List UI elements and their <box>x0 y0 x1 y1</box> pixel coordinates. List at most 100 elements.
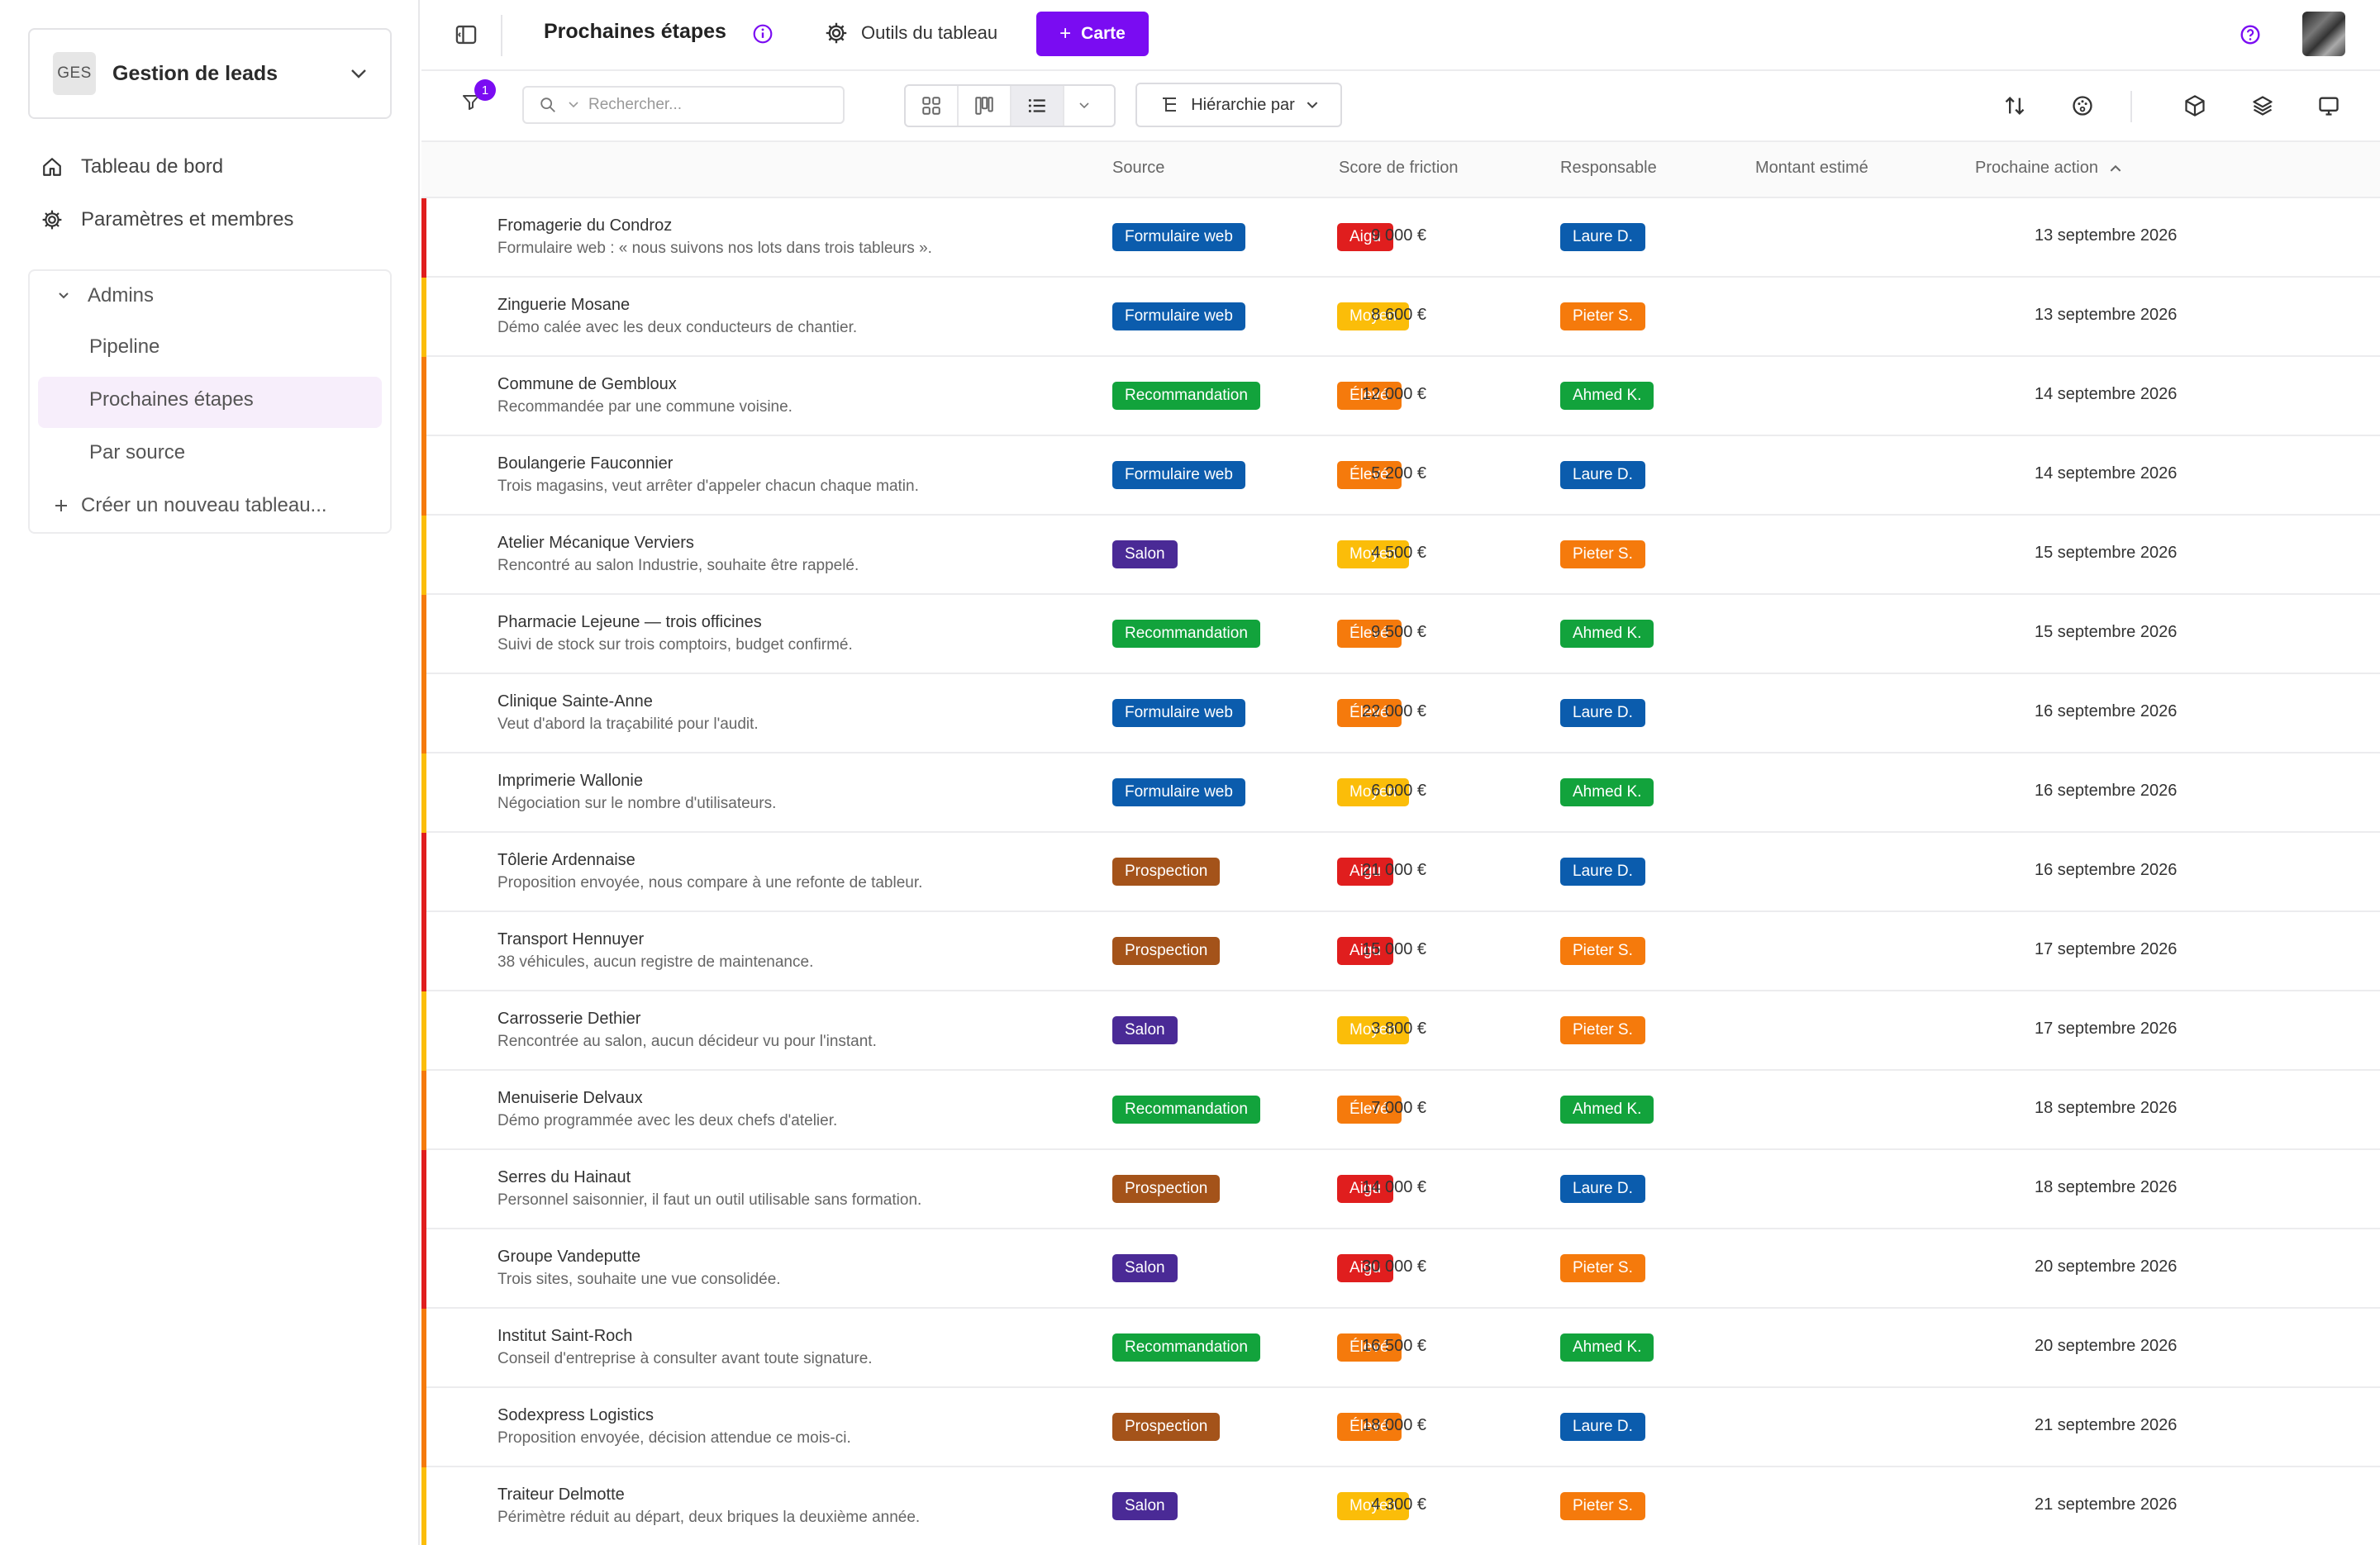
source-tag[interactable]: Formulaire web <box>1112 223 1245 251</box>
friction-tag[interactable]: Élevé <box>1337 1413 1402 1441</box>
friction-tag[interactable]: Moyen <box>1337 302 1410 330</box>
source-tag[interactable]: Recommandation <box>1112 1096 1260 1124</box>
source-tag[interactable]: Prospection <box>1112 858 1221 886</box>
owner-tag[interactable]: Ahmed K. <box>1560 1096 1654 1124</box>
table-row[interactable]: Groupe Vandeputte Trois sites, souhaite u… <box>421 1229 2380 1309</box>
friction-tag[interactable]: Élevé <box>1337 382 1402 410</box>
owner-tag[interactable]: Pieter S. <box>1560 1254 1645 1282</box>
table-row[interactable]: Sodexpress Logistics Proposition envoyée,… <box>421 1388 2380 1467</box>
lead-name[interactable]: Boulangerie Fauconnier <box>497 454 674 473</box>
friction-tag[interactable]: Élevé <box>1337 1333 1402 1362</box>
board-item-pipeline[interactable]: Pipeline <box>89 335 160 358</box>
cube-icon[interactable] <box>2183 94 2206 117</box>
board-item-prochaines-etapes[interactable]: Prochaines étapes <box>89 388 254 411</box>
sidebar-item-settings[interactable]: Paramètres et membres <box>41 208 293 231</box>
source-tag[interactable]: Salon <box>1112 540 1178 568</box>
owner-tag[interactable]: Ahmed K. <box>1560 382 1654 410</box>
source-tag[interactable]: Formulaire web <box>1112 699 1245 727</box>
column-header-source[interactable]: Source <box>1112 159 1165 177</box>
table-row[interactable]: Clinique Sainte-Anne Veut d'abord la traç… <box>421 674 2380 753</box>
lead-name[interactable]: Zinguerie Mosane <box>497 296 631 314</box>
source-tag[interactable]: Prospection <box>1112 937 1221 965</box>
avatar[interactable] <box>2302 12 2345 56</box>
friction-tag[interactable]: Moyen <box>1337 540 1410 568</box>
table-row[interactable]: Tôlerie Ardennaise Proposition envoyée, n… <box>421 833 2380 912</box>
search-input[interactable]: Rechercher... <box>522 86 845 124</box>
owner-tag[interactable]: Ahmed K. <box>1560 620 1654 648</box>
table-row[interactable]: Atelier Mécanique Verviers Rencontré au s… <box>421 516 2380 595</box>
table-row[interactable]: Fromagerie du Condroz Formulaire web : « … <box>421 198 2380 278</box>
lead-name[interactable]: Traiteur Delmotte <box>497 1486 625 1504</box>
lead-name[interactable]: Atelier Mécanique Verviers <box>497 534 694 552</box>
owner-tag[interactable]: Pieter S. <box>1560 1016 1645 1044</box>
list-view-button[interactable] <box>1011 86 1064 126</box>
table-row[interactable]: Imprimerie Wallonie Négociation sur le no… <box>421 753 2380 833</box>
lead-name[interactable]: Clinique Sainte-Anne <box>497 692 653 711</box>
source-tag[interactable]: Prospection <box>1112 1413 1221 1441</box>
owner-tag[interactable]: Laure D. <box>1560 223 1645 251</box>
create-board-button[interactable]: Créer un nouveau tableau... <box>55 494 327 517</box>
source-tag[interactable]: Recommandation <box>1112 620 1260 648</box>
view-options-button[interactable] <box>1064 86 1104 126</box>
table-row[interactable]: Boulangerie Fauconnier Trois magasins, ve… <box>421 436 2380 516</box>
owner-tag[interactable]: Pieter S. <box>1560 302 1645 330</box>
sidebar-item-dashboard[interactable]: Tableau de bord <box>41 155 223 178</box>
owner-tag[interactable]: Pieter S. <box>1560 937 1645 965</box>
table-row[interactable]: Menuiserie Delvaux Démo programmée avec l… <box>421 1071 2380 1150</box>
info-icon[interactable] <box>752 23 774 45</box>
table-row[interactable]: Transport Hennuyer 38 véhicules, aucun re… <box>421 912 2380 991</box>
friction-tag[interactable]: Aigu <box>1337 937 1394 965</box>
source-tag[interactable]: Formulaire web <box>1112 778 1245 806</box>
lead-name[interactable]: Menuiserie Delvaux <box>497 1089 643 1107</box>
board-tools-button[interactable]: Outils du tableau <box>825 21 997 45</box>
column-header-amount[interactable]: Montant estimé <box>1755 159 1868 177</box>
column-header-next-action[interactable]: Prochaine action <box>1975 159 2121 178</box>
palette-icon[interactable] <box>2071 94 2094 117</box>
board-group-admins[interactable]: Admins <box>58 284 154 307</box>
sort-icon[interactable] <box>2003 94 2026 117</box>
friction-tag[interactable]: Moyen <box>1337 778 1410 806</box>
help-icon[interactable] <box>2240 24 2261 45</box>
lead-name[interactable]: Imprimerie Wallonie <box>497 772 643 790</box>
workspace-switcher[interactable]: GES Gestion de leads <box>28 28 392 119</box>
source-tag[interactable]: Recommandation <box>1112 1333 1260 1362</box>
friction-tag[interactable]: Aigu <box>1337 858 1394 886</box>
lead-name[interactable]: Fromagerie du Condroz <box>497 216 673 235</box>
filter-button[interactable]: 1 <box>461 79 496 116</box>
lead-name[interactable]: Serres du Hainaut <box>497 1168 631 1186</box>
table-row[interactable]: Zinguerie Mosane Démo calée avec les deux… <box>421 278 2380 357</box>
table-row[interactable]: Pharmacie Lejeune — trois officines Suivi… <box>421 595 2380 674</box>
source-tag[interactable]: Recommandation <box>1112 382 1260 410</box>
source-tag[interactable]: Formulaire web <box>1112 302 1245 330</box>
layers-icon[interactable] <box>2251 94 2274 117</box>
owner-tag[interactable]: Laure D. <box>1560 1413 1645 1441</box>
owner-tag[interactable]: Laure D. <box>1560 461 1645 489</box>
lead-name[interactable]: Groupe Vandeputte <box>497 1248 641 1266</box>
friction-tag[interactable]: Aigu <box>1337 1254 1394 1282</box>
owner-tag[interactable]: Laure D. <box>1560 1175 1645 1203</box>
lead-name[interactable]: Institut Saint-Roch <box>497 1327 633 1345</box>
table-row[interactable]: Traiteur Delmotte Périmètre réduit au dép… <box>421 1467 2380 1545</box>
owner-tag[interactable]: Laure D. <box>1560 699 1645 727</box>
lead-name[interactable]: Carrosserie Dethier <box>497 1010 641 1028</box>
kanban-view-button[interactable] <box>959 86 1011 126</box>
owner-tag[interactable]: Ahmed K. <box>1560 778 1654 806</box>
owner-tag[interactable]: Laure D. <box>1560 858 1645 886</box>
gallery-view-button[interactable] <box>906 86 959 126</box>
monitor-icon[interactable] <box>2317 94 2340 117</box>
source-tag[interactable]: Salon <box>1112 1254 1178 1282</box>
friction-tag[interactable]: Élevé <box>1337 1096 1402 1124</box>
source-tag[interactable]: Prospection <box>1112 1175 1221 1203</box>
friction-tag[interactable]: Moyen <box>1337 1016 1410 1044</box>
lead-name[interactable]: Commune de Gembloux <box>497 375 677 393</box>
sidebar-toggle-icon[interactable] <box>455 23 478 46</box>
lead-name[interactable]: Pharmacie Lejeune — trois officines <box>497 613 762 631</box>
table-row[interactable]: Commune de Gembloux Recommandée par une c… <box>421 357 2380 436</box>
owner-tag[interactable]: Pieter S. <box>1560 1492 1645 1520</box>
lead-name[interactable]: Sodexpress Logistics <box>497 1406 654 1424</box>
friction-tag[interactable]: Élevé <box>1337 620 1402 648</box>
source-tag[interactable]: Formulaire web <box>1112 461 1245 489</box>
friction-tag[interactable]: Élevé <box>1337 461 1402 489</box>
column-header-friction[interactable]: Score de friction <box>1339 159 1459 177</box>
add-card-button[interactable]: + Carte <box>1036 12 1149 56</box>
